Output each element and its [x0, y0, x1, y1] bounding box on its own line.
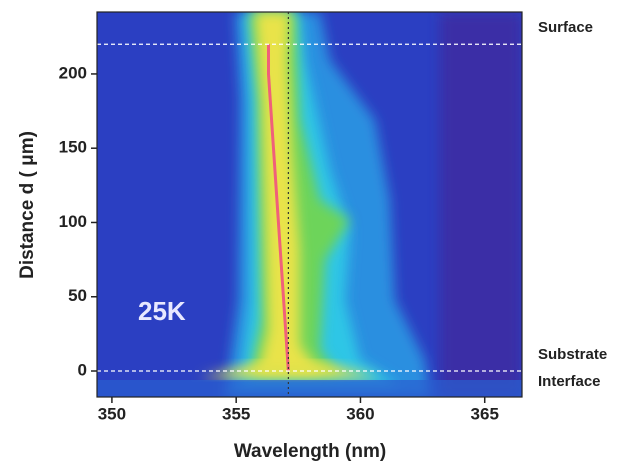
heatmap-field [97, 12, 522, 397]
y-tick-label: 200 [59, 63, 87, 82]
y-tick-label: 100 [59, 212, 87, 231]
y-axis-label: Distance d ( μm) [17, 131, 38, 279]
annotation: Substrate [538, 346, 607, 363]
annotation: Interface [538, 373, 601, 390]
plot-frame [96, 11, 523, 398]
x-tick-label: 365 [471, 404, 499, 423]
x-axis-label: Wavelength (nm) [234, 441, 386, 462]
y-tick-label: 50 [68, 286, 87, 305]
x-tick-label: 350 [98, 404, 126, 423]
x-tick-label: 360 [346, 404, 374, 423]
annotation: 25K [138, 296, 186, 326]
ridge-line [266, 44, 290, 372]
annotation: Surface [538, 19, 593, 36]
x-tick-label: 355 [222, 404, 250, 423]
y-tick-label: 0 [78, 360, 87, 379]
y-tick-label: 150 [59, 138, 87, 157]
